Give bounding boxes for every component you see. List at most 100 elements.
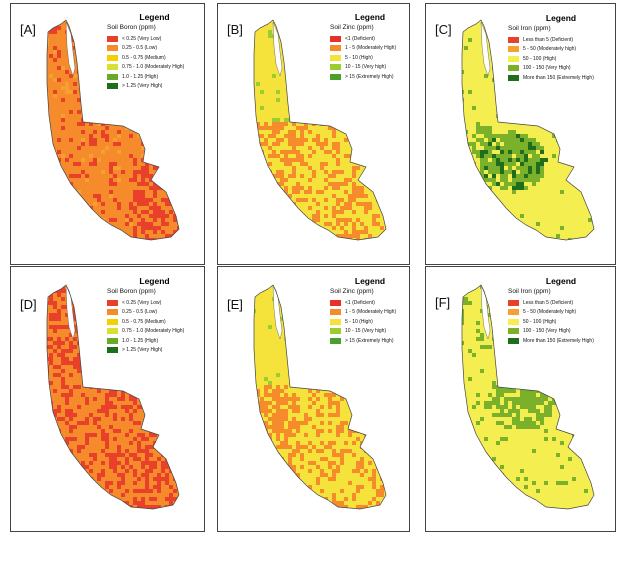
legend-label: < 0.25 (Very Low) [122, 299, 162, 306]
legend-swatch [330, 54, 341, 61]
legend-swatch [508, 65, 519, 72]
legend: Legend Soil Iron (ppm) Less than 5 (Defi… [508, 276, 614, 346]
legend-label: > 1.25 (Very High) [122, 83, 163, 90]
legend-swatch [107, 45, 118, 52]
legend-item: 5 - 50 (Moderately high) [508, 308, 614, 318]
legend-title: Legend [354, 12, 386, 22]
legend-title: Legend [545, 276, 577, 286]
map-b [253, 19, 387, 241]
legend-label: 10 - 15 (Very high) [345, 328, 387, 335]
legend-items: <1 (Deficient) 1 - 5 (Moderately High) 5 -… [330, 298, 409, 346]
legend-swatch [107, 347, 118, 354]
legend-item: < 0.25 (Very Low) [107, 34, 202, 44]
legend-label: <1 (Deficient) [345, 35, 375, 42]
legend-item: 0.5 - 0.75 (Medium) [107, 53, 202, 63]
legend-title: Legend [139, 12, 170, 22]
legend-items: <1 (Deficient) 1 - 5 (Moderately High) 5 -… [330, 34, 409, 82]
legend-label: 5 - 50 (Moderately high) [523, 46, 577, 53]
legend-item: 100 - 150 (Very High) [508, 64, 614, 74]
map-panel-d: [D] Legend Soil Boron (ppm) < 0.25 (Very… [10, 266, 205, 532]
legend-label: 0.25 - 0.5 (Low) [122, 45, 158, 52]
map-a [46, 19, 180, 241]
legend-item: < 0.25 (Very Low) [107, 298, 202, 308]
legend-swatch [107, 328, 118, 335]
legend-item: 5 - 10 (High) [330, 317, 409, 327]
legend-swatch [107, 54, 118, 61]
legend-label: 5 - 10 (High) [345, 54, 373, 61]
legend-label: < 0.25 (Very Low) [122, 35, 162, 42]
legend-label: 0.75 - 1.0 (Moderately High) [122, 328, 185, 335]
legend-item: 5 - 10 (High) [330, 53, 409, 63]
legend-swatch [107, 35, 118, 42]
district-boundary [46, 284, 180, 510]
legend: Legend Soil Boron (ppm) < 0.25 (Very Low… [107, 12, 202, 91]
legend-swatch [107, 337, 118, 344]
legend-swatch [107, 318, 118, 325]
legend-subtitle: Soil Zinc (ppm) [330, 24, 374, 31]
legend-subtitle: Soil Iron (ppm) [508, 25, 551, 32]
legend-items: Less than 5 (Deficient) 5 - 50 (Moderatel… [508, 298, 614, 346]
legend-swatch [330, 299, 341, 306]
legend-item: 5 - 50 (Moderately high) [508, 45, 614, 55]
legend-label: 1 - 5 (Moderately High) [345, 309, 397, 316]
legend-swatch [107, 73, 118, 80]
legend-label: More than 150 (Extremely High) [523, 337, 594, 344]
legend: Legend Soil Iron (ppm) Less than 5 (Defi… [508, 13, 614, 83]
district-boundary [46, 19, 180, 241]
legend-swatch [508, 337, 519, 344]
legend-items: < 0.25 (Very Low) 0.25 - 0.5 (Low) 0.5 - 0… [107, 298, 202, 355]
legend-item: 1.0 - 1.25 (High) [107, 336, 202, 346]
legend-item: 1 - 5 (Moderately High) [330, 44, 409, 54]
legend-item: 1.0 - 1.25 (High) [107, 72, 202, 82]
legend: Legend Soil Boron (ppm) < 0.25 (Very Low… [107, 276, 202, 355]
legend-item: 0.75 - 1.0 (Moderately High) [107, 327, 202, 337]
district-boundary [253, 19, 387, 241]
legend-subtitle: Soil Iron (ppm) [508, 288, 551, 295]
legend-label: 0.25 - 0.5 (Low) [122, 309, 158, 316]
lagoon [65, 21, 76, 77]
legend-items: Less than 5 (Deficient) 5 - 50 (Moderatel… [508, 35, 614, 83]
legend-swatch [330, 337, 341, 344]
district-boundary [253, 284, 387, 510]
legend-label: 10 - 15 (Very high) [345, 64, 387, 71]
legend-item: 0.75 - 1.0 (Moderately High) [107, 63, 202, 73]
legend-item: > 1.25 (Very High) [107, 346, 202, 356]
legend-label: 1 - 5 (Moderately High) [345, 45, 397, 52]
map-panel-f: [F] Legend Soil Iron (ppm) Less than 5 (… [425, 266, 616, 532]
panel-label: [D] [20, 297, 37, 312]
legend-label: > 15 (Extremely High) [345, 73, 394, 80]
legend-swatch [330, 35, 341, 42]
panel-label: [C] [435, 22, 452, 37]
legend-swatch [508, 328, 519, 335]
legend-item: More than 150 (Extremely High) [508, 336, 614, 346]
legend-swatch [330, 64, 341, 71]
lagoon [480, 284, 491, 340]
legend-swatch [330, 309, 341, 316]
legend-label: 0.5 - 0.75 (Medium) [122, 54, 166, 61]
legend-label: 5 - 10 (High) [345, 318, 373, 325]
map-panel-a: [A] Legend Soil Boron (ppm) < 0.25 (Very… [10, 3, 205, 265]
legend-label: 1.0 - 1.25 (High) [122, 337, 159, 344]
legend-label: 100 - 150 (Very High) [523, 328, 571, 335]
panel-label: [A] [20, 22, 36, 37]
panel-label: [B] [227, 22, 243, 37]
legend-label: > 15 (Extremely High) [345, 337, 394, 344]
lagoon [272, 21, 283, 77]
legend-swatch [107, 64, 118, 71]
legend-item: 0.25 - 0.5 (Low) [107, 308, 202, 318]
legend-item: 50 - 100 (High) [508, 54, 614, 64]
legend-item: 1 - 5 (Moderately High) [330, 308, 409, 318]
legend-item: > 1.25 (Very High) [107, 82, 202, 92]
legend-swatch [508, 74, 519, 81]
legend-swatch [107, 309, 118, 316]
legend-swatch [107, 83, 118, 90]
map-e [253, 284, 387, 510]
legend-label: 1.0 - 1.25 (High) [122, 73, 159, 80]
legend-label: 5 - 50 (Moderately high) [523, 309, 577, 316]
legend-item: 0.5 - 0.75 (Medium) [107, 317, 202, 327]
legend-swatch [508, 46, 519, 53]
legend-swatch [508, 55, 519, 62]
legend-label: 0.75 - 1.0 (Moderately High) [122, 64, 185, 71]
district-boundary [461, 19, 595, 241]
legend-swatch [330, 45, 341, 52]
